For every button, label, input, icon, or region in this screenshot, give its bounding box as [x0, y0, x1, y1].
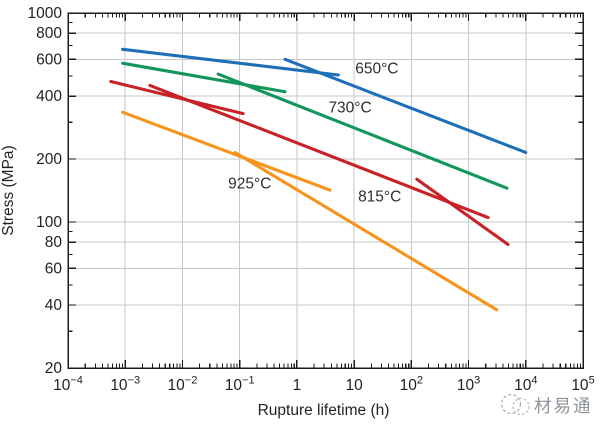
series-line-925C [121, 110, 332, 192]
y-tick-label: 400 [36, 88, 62, 105]
series-line-815C [415, 177, 510, 247]
double-circle-logo-icon [500, 393, 522, 415]
y-tick-label: 600 [36, 51, 62, 68]
y-tick-label: 1000 [28, 5, 63, 22]
x-tick-label: 10−2 [168, 375, 198, 395]
y-tick-label: 20 [45, 360, 63, 377]
x-tick-label: 1 [293, 377, 302, 394]
y-tick-label: 200 [36, 151, 62, 168]
y-tick-label: 100 [36, 214, 62, 231]
x-axis-title: Rupture lifetime (h) [258, 402, 390, 419]
x-tick-label: 10−3 [110, 375, 140, 395]
x-tick-label: 102 [400, 375, 423, 395]
double-circle-logo-icon [512, 397, 530, 416]
x-tick-label: 10−1 [225, 375, 255, 395]
x-tick-label: 10 [345, 377, 363, 394]
y-tick-label: 40 [45, 297, 63, 314]
series-line-925C [233, 150, 499, 312]
x-tick-label: 10−4 [53, 375, 83, 395]
series-line-730C [216, 72, 509, 190]
y-axis-title: Stress (MPa) [0, 145, 17, 235]
y-tick-label: 800 [36, 25, 62, 42]
y-tick-label: 60 [45, 260, 63, 277]
series-line-815C [148, 83, 490, 220]
y-tick-label: 80 [45, 234, 63, 251]
series-label-925C: 925°C [228, 175, 271, 192]
x-tick-label: 104 [514, 375, 537, 395]
x-tick-label: 105 [571, 375, 594, 395]
series-label-650C: 650°C [355, 61, 398, 78]
series-line-730C [121, 61, 287, 94]
series-label-730C: 730°C [328, 99, 371, 116]
plot-border [67, 12, 584, 369]
watermark-text: 材易通 [534, 396, 593, 416]
x-tick-label: 103 [457, 375, 480, 395]
series-line-650C [121, 47, 340, 77]
series-line-650C [283, 57, 528, 155]
series-label-815C: 815°C [358, 189, 401, 206]
